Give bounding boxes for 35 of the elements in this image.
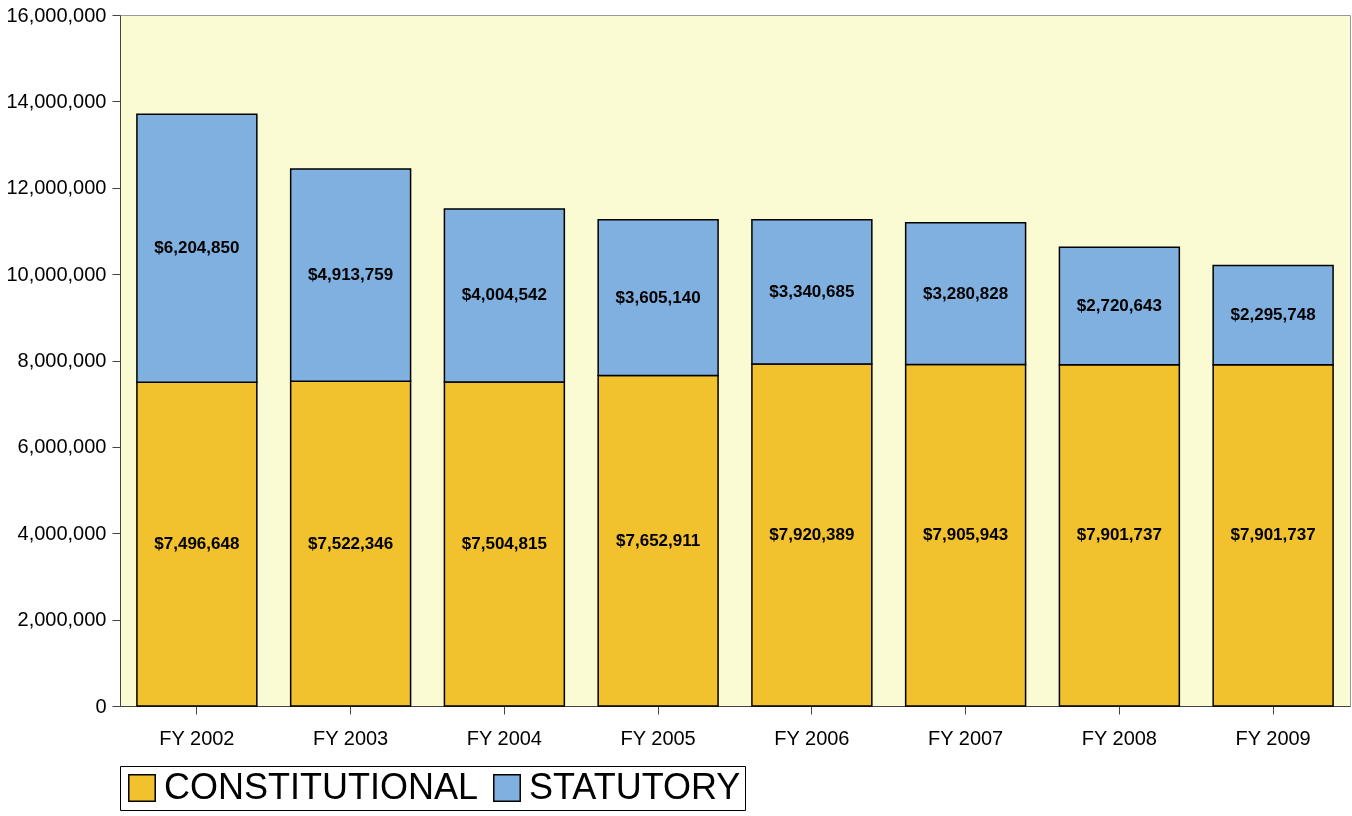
y-tick-label: 4,000,000 bbox=[17, 521, 107, 544]
legend-label: STATUTORY bbox=[529, 766, 741, 807]
x-tick-label: FY 2006 bbox=[774, 726, 850, 749]
data-label: $3,280,828 bbox=[923, 283, 1009, 303]
data-label: $3,605,140 bbox=[615, 287, 701, 307]
y-tick-label: 10,000,000 bbox=[6, 262, 107, 285]
data-label: $3,340,685 bbox=[769, 281, 855, 301]
data-label: $7,901,737 bbox=[1230, 525, 1316, 545]
x-tick-label: FY 2007 bbox=[928, 726, 1004, 749]
data-label: $7,504,815 bbox=[461, 533, 547, 553]
y-tick-label: 14,000,000 bbox=[6, 89, 107, 112]
data-label: $2,720,643 bbox=[1076, 295, 1162, 315]
data-label: $4,004,542 bbox=[461, 285, 547, 305]
y-tick-label: 16,000,000 bbox=[6, 3, 107, 26]
data-label: $7,920,389 bbox=[769, 524, 855, 544]
data-label: $7,905,943 bbox=[923, 525, 1009, 545]
x-tick-label: FY 2002 bbox=[159, 726, 235, 749]
y-tick-label: 12,000,000 bbox=[6, 176, 107, 199]
x-tick-label: FY 2009 bbox=[1235, 726, 1311, 749]
data-label: $7,901,737 bbox=[1076, 525, 1162, 545]
x-tick-label: FY 2008 bbox=[1081, 726, 1157, 749]
data-label: $7,522,346 bbox=[308, 533, 394, 553]
data-label: $4,913,759 bbox=[308, 265, 394, 285]
x-tick-label: FY 2004 bbox=[466, 726, 542, 749]
data-label: $7,496,648 bbox=[154, 534, 240, 554]
y-tick-label: 8,000,000 bbox=[17, 349, 107, 371]
y-tick-label: 6,000,000 bbox=[17, 435, 107, 458]
legend-label: CONSTITUTIONAL bbox=[164, 766, 479, 807]
y-tick-label: 2,000,000 bbox=[17, 608, 107, 631]
data-label: $7,652,911 bbox=[616, 530, 701, 550]
data-label: $2,295,748 bbox=[1230, 305, 1316, 325]
x-tick-label: FY 2003 bbox=[313, 726, 389, 749]
x-tick-label: FY 2005 bbox=[620, 726, 696, 749]
y-tick-label: 0 bbox=[95, 694, 107, 717]
data-label: $6,204,850 bbox=[154, 238, 240, 258]
